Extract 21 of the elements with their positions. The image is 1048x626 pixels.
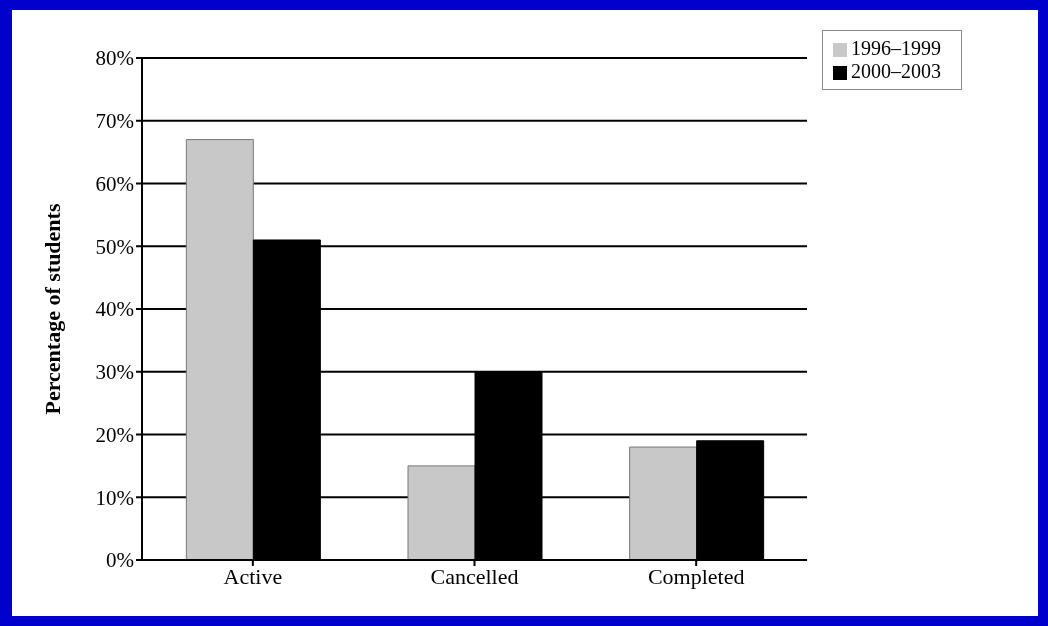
y-tick-label: 20%	[95, 422, 134, 447]
y-tick-label: 30%	[95, 360, 134, 385]
bar	[696, 440, 765, 560]
y-tick-label: 40%	[95, 297, 134, 322]
legend-label: 1996–1999	[851, 37, 941, 59]
y-tick-label: 10%	[95, 485, 134, 510]
bar	[629, 446, 698, 560]
y-tick-label: 80%	[95, 46, 134, 71]
y-tick-label: 0%	[106, 548, 134, 573]
x-tick-label: Active	[223, 563, 283, 589]
x-tick-label: Cancelled	[430, 563, 519, 589]
bar	[407, 465, 476, 560]
bar	[474, 371, 543, 560]
y-axis-title: Percentage of students	[39, 203, 65, 415]
y-tick-label: 70%	[95, 109, 134, 134]
y-tick-label: 50%	[95, 234, 134, 259]
y-tick-label: 60%	[95, 171, 134, 196]
bar	[252, 239, 321, 560]
x-tick-label: Completed	[647, 563, 745, 589]
bar	[185, 139, 254, 560]
legend-label: 2000–2003	[851, 60, 941, 82]
